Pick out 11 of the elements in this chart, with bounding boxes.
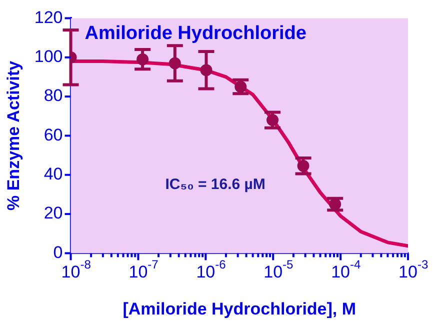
y-axis-title: % Enzyme Activity: [4, 60, 23, 210]
y-tick-label: 40: [44, 164, 63, 184]
y-tick-label: 80: [44, 86, 63, 106]
y-tick-label: 120: [34, 8, 63, 27]
y-tick-label: 0: [53, 242, 63, 262]
chart-title: Amiloride Hydrochloride: [84, 22, 306, 44]
y-tick-label: 20: [44, 204, 63, 223]
annotation: IC₅₀ = 16.6 µM: [165, 176, 266, 194]
y-tick-label: 60: [44, 125, 63, 144]
x-axis-title: [Amiloride Hydrochloride], M: [122, 299, 356, 318]
y-tick-label: 100: [34, 47, 63, 66]
